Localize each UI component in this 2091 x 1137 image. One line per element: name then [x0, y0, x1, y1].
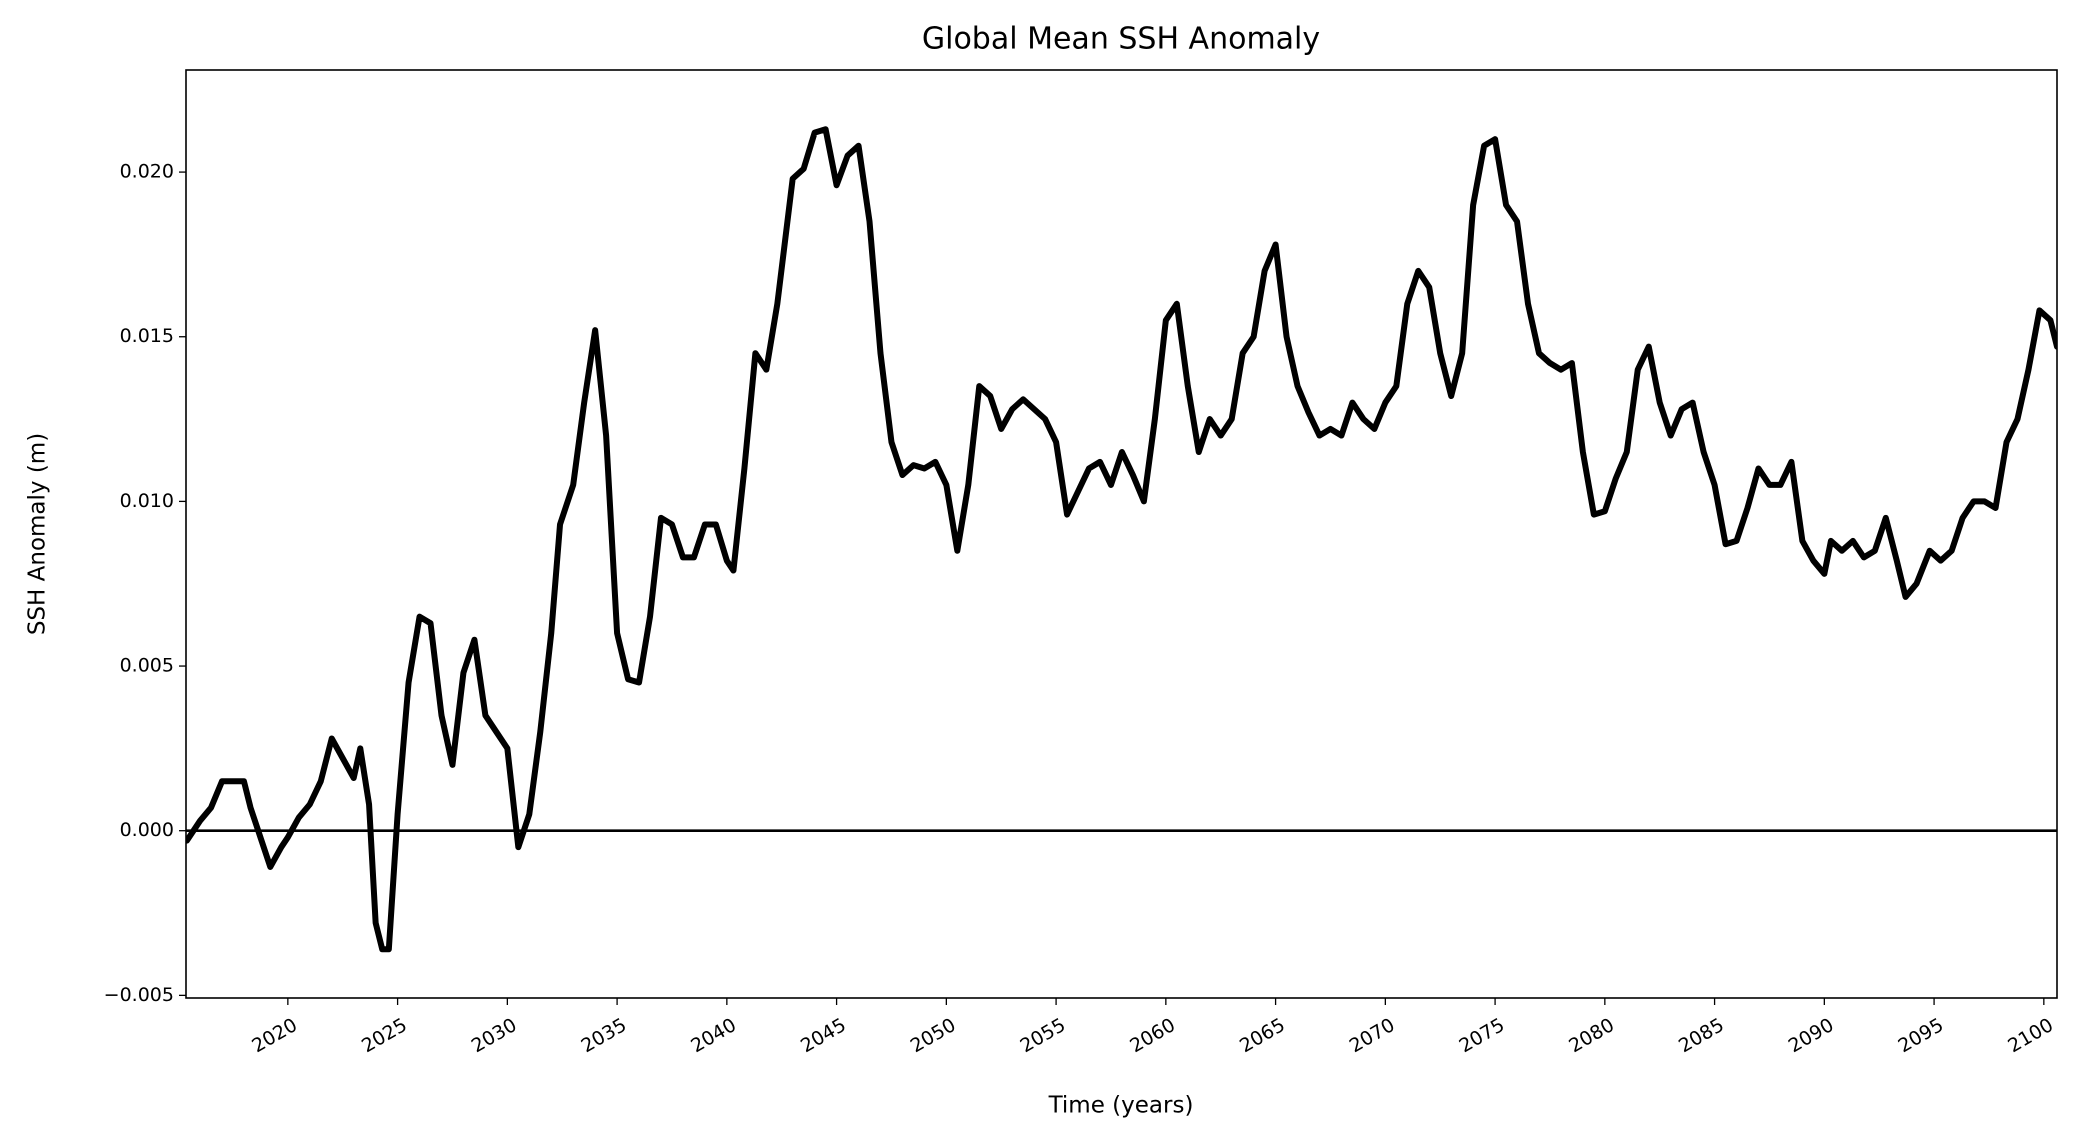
y-axis-label: SSH Anomaly (m): [25, 433, 51, 635]
y-tick-label: 0.005: [120, 655, 174, 677]
data-line: [186, 126, 2057, 953]
y-tick-label: 0.020: [120, 161, 174, 183]
y-tick-label: 0.015: [120, 325, 174, 347]
y-tick-label: −0.005: [104, 984, 174, 1006]
plot-frame: [185, 69, 2058, 999]
y-tick-label: 0.010: [120, 490, 174, 512]
x-axis-label: Time (years): [1048, 1093, 1194, 1119]
y-tick-label: 0.000: [120, 819, 174, 841]
chart-title: Global Mean SSH Anomaly: [922, 22, 1320, 57]
